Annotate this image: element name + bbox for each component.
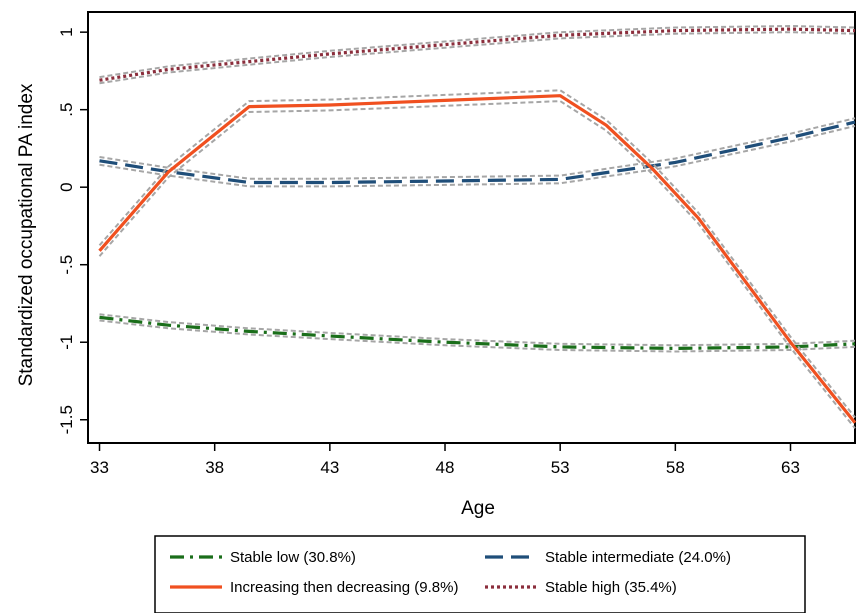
y-tick-label: .5 <box>57 103 76 117</box>
x-tick-label: 38 <box>205 458 224 477</box>
y-tick-label: -.5 <box>57 255 76 275</box>
y-tick-label: -1 <box>57 335 76 350</box>
x-tick-label: 58 <box>666 458 685 477</box>
series-4-line <box>99 27 856 82</box>
y-axis-title: Standardized occupational PA index <box>16 83 37 386</box>
x-tick-label: 53 <box>551 458 570 477</box>
series-1-ci-lower <box>99 319 856 353</box>
plot-frame <box>87 11 856 444</box>
plot-area <box>87 11 856 444</box>
legend-box <box>154 535 806 613</box>
series-layer <box>98 24 857 429</box>
y-tick-label: 1 <box>57 27 76 36</box>
series-4 <box>99 24 856 85</box>
series-2 <box>99 117 856 188</box>
legend-label: Stable high (35.4%) <box>545 579 677 596</box>
series-3 <box>98 89 857 429</box>
x-tick-label: 33 <box>90 458 109 477</box>
series-4-ci-upper <box>99 24 856 79</box>
series-1-line <box>99 315 856 350</box>
x-axis-title: Age <box>461 498 495 519</box>
series-1-ci-upper <box>99 313 856 347</box>
x-tick-label: 63 <box>781 458 800 477</box>
series-3-line <box>98 94 857 424</box>
series-1 <box>99 313 856 353</box>
legend: Stable low (30.8%) Stable intermediate (2… <box>154 535 806 613</box>
series-3-ci-lower <box>98 100 856 429</box>
y-tick-label: -1.5 <box>57 405 76 434</box>
y-tick-label: 0 <box>57 182 76 191</box>
series-2-ci-lower <box>99 125 856 188</box>
legend-label: Increasing then decreasing (9.8%) <box>230 579 458 596</box>
x-tick-label: 43 <box>320 458 339 477</box>
legend-label: Stable low (30.8%) <box>230 549 356 566</box>
x-tick-label: 48 <box>436 458 455 477</box>
series-3-ci-upper <box>98 89 856 419</box>
series-2-ci-upper <box>99 117 856 180</box>
axes-layer: 33 38 43 48 53 58 63 1 .5 0 -.5 -1 -1.5 <box>57 27 800 477</box>
series-4-ci-lower <box>99 31 856 85</box>
legend-label: Stable intermediate (24.0%) <box>545 549 731 566</box>
